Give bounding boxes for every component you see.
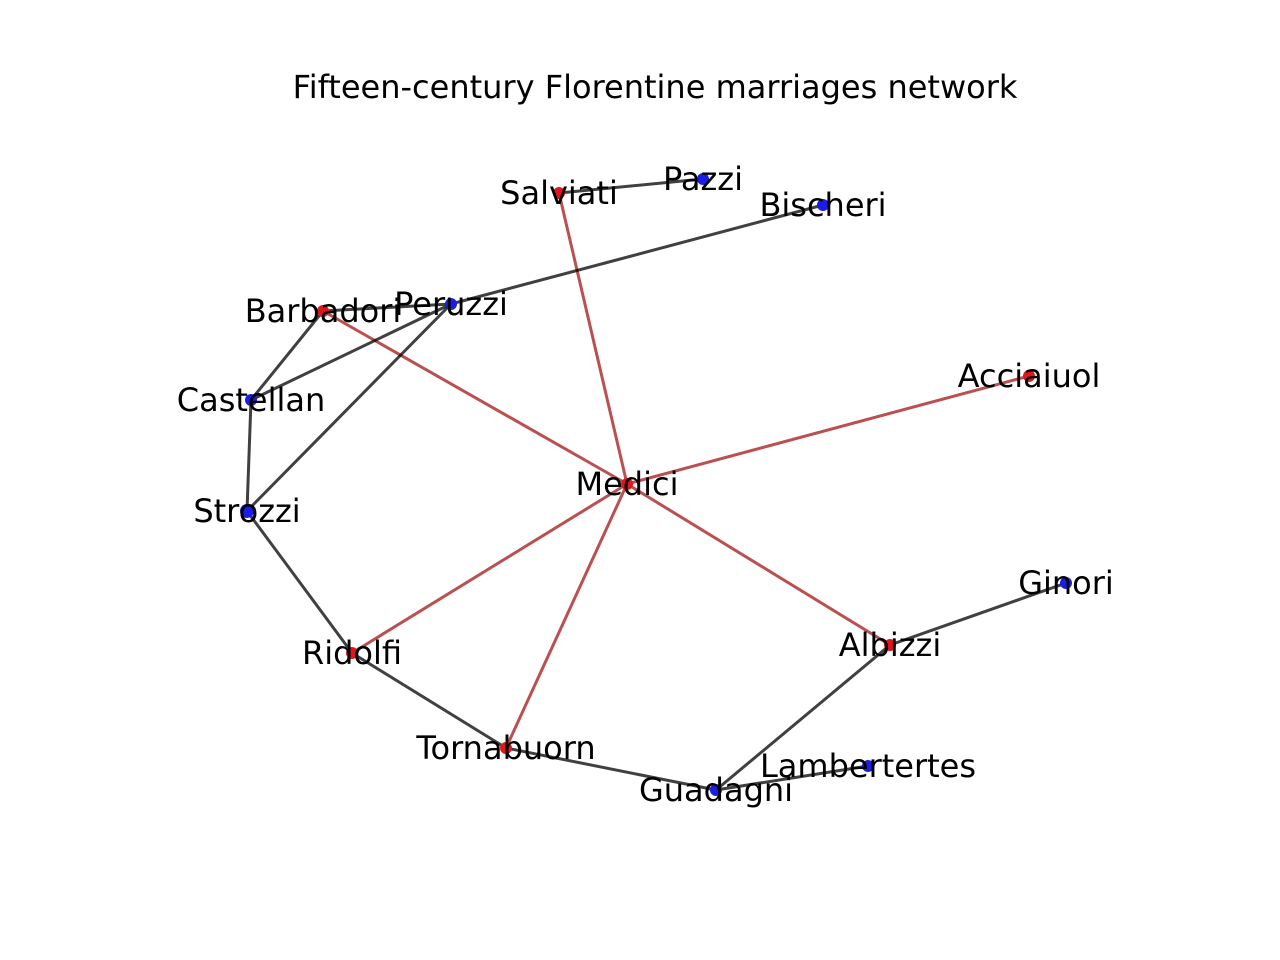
node-label-ginori: Ginori: [1018, 564, 1114, 602]
edge-medici-albizzi: [626, 482, 891, 647]
nodes-layer: [240, 173, 1072, 796]
node-tornabuorn: [500, 742, 512, 754]
node-lambertertes: [862, 760, 874, 772]
node-pazzi: [697, 173, 709, 185]
edge-ridolfi-tornabuorn: [351, 651, 507, 750]
node-label-medici: Medici: [576, 465, 679, 503]
node-label-lambertertes: Lambertertes: [760, 747, 976, 785]
node-label-albizzi: Albizzi: [839, 626, 941, 664]
node-label-salviati: Salviati: [500, 174, 618, 212]
edge-castellan-strozzi: [245, 399, 253, 512]
edge-peruzzi-bischeri: [450, 203, 824, 306]
node-label-tornabuorn: Tornabuorn: [415, 729, 595, 767]
node-label-castellan: Castellan: [177, 381, 326, 419]
node-label-acciaiuol: Acciaiuol: [958, 357, 1101, 395]
node-barbadori: [317, 305, 329, 317]
node-label-barbadori: Barbadori: [245, 292, 402, 330]
edge-barbadori-castellan: [249, 310, 325, 401]
node-guadagni: [710, 784, 722, 796]
edge-peruzzi-strozzi: [245, 302, 453, 513]
edge-strozzi-ridolfi: [245, 510, 354, 654]
node-label-bischeri: Bischeri: [759, 186, 886, 224]
edges-layer: [245, 177, 1067, 792]
edge-guadagni-albizzi: [715, 643, 891, 792]
node-label-strozzi: Strozzi: [193, 492, 300, 530]
node-castellan: [245, 394, 257, 406]
edge-guadagni-lambertertes: [715, 764, 869, 792]
edge-medici-salviati: [557, 192, 629, 485]
node-label-peruzzi: Peruzzi: [394, 285, 508, 323]
node-medici: [621, 478, 633, 490]
node-label-guadagni: Guadagni: [639, 771, 793, 809]
figure-title: Fifteen-century Florentine marriages net…: [293, 68, 1018, 106]
edge-medici-tornabuorn: [504, 483, 629, 749]
edge-medici-acciaiuol: [626, 374, 1030, 486]
node-strozzi: [240, 504, 254, 518]
edge-salviati-pazzi: [558, 177, 704, 195]
edge-medici-ridolfi: [351, 482, 628, 655]
node-label-pazzi: Pazzi: [663, 160, 743, 198]
edge-albizzi-ginori: [889, 581, 1067, 647]
node-salviati: [553, 187, 565, 199]
node-bischeri: [817, 199, 829, 211]
node-ridolfi: [346, 647, 358, 659]
edge-tornabuorn-guadagni: [505, 746, 717, 792]
edge-peruzzi-castellan: [250, 302, 452, 402]
node-peruzzi: [445, 298, 457, 310]
edge-barbadori-peruzzi: [322, 302, 452, 313]
node-ginori: [1060, 577, 1072, 589]
node-acciaiuol: [1023, 370, 1035, 382]
node-label-ridolfi: Ridolfi: [302, 634, 402, 672]
node-albizzi: [884, 639, 896, 651]
